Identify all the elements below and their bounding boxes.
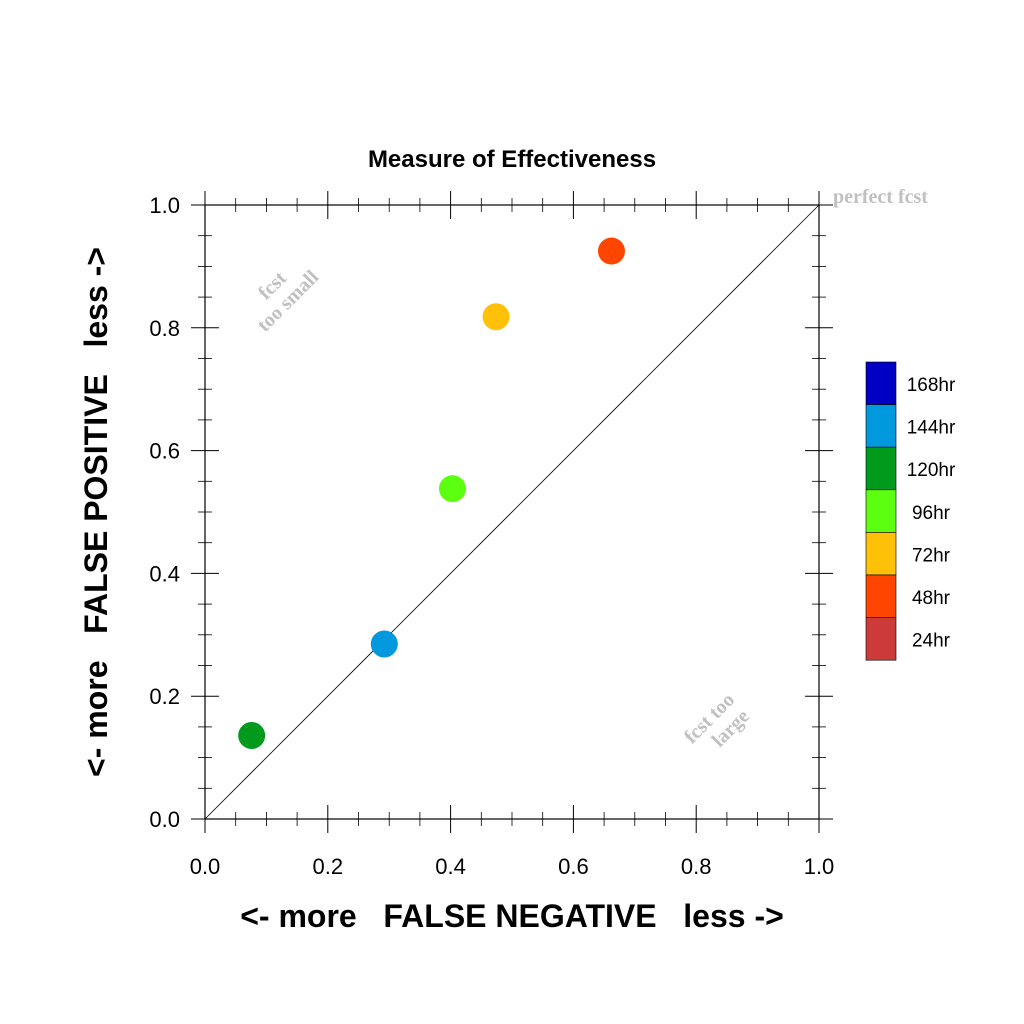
data-point-120hr bbox=[238, 721, 266, 749]
x-tick-label: 1.0 bbox=[804, 854, 835, 879]
legend-swatch-120hr bbox=[865, 446, 897, 491]
chart-title: Measure of Effectiveness bbox=[368, 146, 656, 173]
y-tick-label: 0.0 bbox=[149, 807, 180, 832]
legend-swatch-144hr bbox=[865, 404, 897, 448]
legend-label-168hr: 168hr bbox=[907, 375, 956, 396]
y-tick-label: 0.6 bbox=[149, 439, 180, 464]
legend-swatch-168hr bbox=[865, 361, 897, 405]
legend-label-72hr: 72hr bbox=[912, 545, 951, 566]
legend-label-144hr: 144hr bbox=[907, 418, 956, 439]
fcst-too-small-annotation: fcst too small bbox=[253, 266, 323, 336]
legend-swatch-24hr bbox=[865, 617, 897, 661]
y-tick-label: 1.0 bbox=[149, 193, 180, 218]
y-tick-label: 0.4 bbox=[149, 561, 180, 586]
perfect-fcst-annotation: perfect fcst bbox=[833, 186, 928, 208]
legend-label-48hr: 48hr bbox=[912, 588, 951, 609]
data-point-48hr bbox=[597, 237, 625, 265]
plot-frame bbox=[204, 204, 820, 820]
legend-label-96hr: 96hr bbox=[912, 503, 951, 524]
too-small-line-2: too small bbox=[253, 266, 323, 336]
x-tick-label: 0.2 bbox=[313, 854, 344, 879]
data-point-144hr bbox=[370, 630, 398, 658]
x-tick-labels: 0.0 0.2 0.4 0.6 0.8 1.0 bbox=[190, 854, 835, 879]
legend-swatch-96hr bbox=[865, 489, 897, 533]
data-points bbox=[238, 237, 625, 749]
x-tick-label: 0.0 bbox=[190, 854, 221, 879]
x-axis-title: <- more FALSE NEGATIVE less -> bbox=[240, 898, 784, 934]
legend-label-24hr: 24hr bbox=[912, 631, 951, 652]
legend-swatch-72hr bbox=[865, 532, 897, 576]
legend: 168hr 144hr 120hr 96hr 72hr 48hr 24hr bbox=[865, 361, 956, 661]
data-point-72hr bbox=[482, 303, 510, 331]
x-tick-label: 0.4 bbox=[435, 854, 466, 879]
y-tick-labels: 0.0 0.2 0.4 0.6 0.8 1.0 bbox=[149, 193, 180, 832]
y-tick-label: 0.2 bbox=[149, 684, 180, 709]
y-axis-title: <- more FALSE POSITIVE less -> bbox=[78, 247, 114, 777]
x-tick-label: 0.6 bbox=[558, 854, 589, 879]
data-point-96hr bbox=[438, 475, 466, 503]
fcst-too-large-annotation: fcst too large bbox=[680, 689, 754, 752]
x-tick-label: 0.8 bbox=[681, 854, 712, 879]
perfect-forecast-diagonal bbox=[204, 204, 820, 820]
y-tick-label: 0.8 bbox=[149, 316, 180, 341]
legend-label-120hr: 120hr bbox=[907, 460, 956, 481]
legend-swatch-48hr bbox=[865, 574, 897, 618]
